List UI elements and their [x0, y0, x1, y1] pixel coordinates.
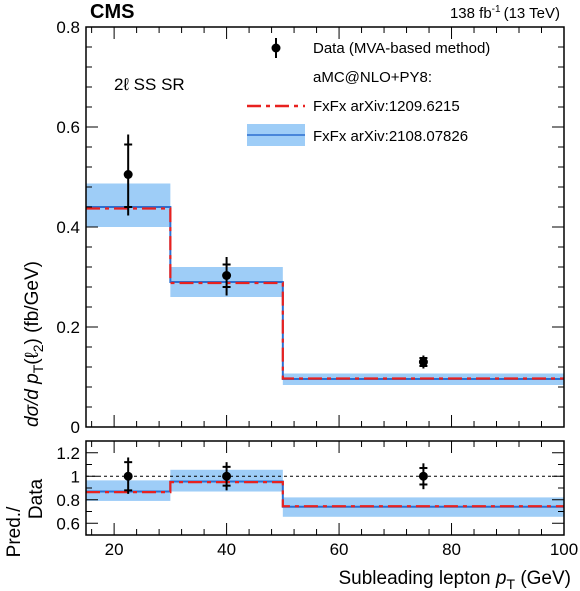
ratio-x-tick-label: 20 [105, 540, 124, 559]
ratio-x-tick-label: 100 [550, 540, 578, 559]
luminosity-label: 138 fb-1 (13 TeV) [450, 4, 560, 22]
ratio-x-tick-label: 40 [217, 540, 236, 559]
ratio-data-point-2 [418, 471, 428, 481]
ratio-y-tick-label: 0.8 [56, 491, 80, 510]
ratio-data-point-1 [222, 471, 232, 481]
ratio-x-tick-label: 60 [330, 540, 349, 559]
main-series-fxfx-new [86, 206, 564, 380]
main-data-point-1 [222, 271, 232, 280]
main-y-tick-label: 0.2 [56, 318, 80, 337]
main-y-tick-label: 0.4 [56, 218, 80, 237]
y-title-close: ) [22, 338, 43, 344]
ratio-panel: 0.6 0.8 1 1.2 20 40 60 80 100 [56, 440, 578, 559]
main-y-tick-label: 0.6 [56, 118, 80, 137]
lumi-energy: (13 TeV) [504, 5, 560, 22]
legend-fxfx-old-label: FxFx arXiv:1209.6215 [313, 98, 460, 115]
y-title-argsub: 2 [30, 344, 46, 352]
x-title-main: Subleading lepton [338, 568, 495, 589]
region-label: 2ℓ SS SR [114, 75, 185, 94]
legend-generator-label: aMC@NLO+PY8: [313, 69, 432, 86]
legend: Data (MVA-based method) aMC@NLO+PY8: FxF… [247, 38, 490, 146]
ratio-y-tick-label: 0.6 [56, 514, 80, 533]
ratio-y-title-line1: Pred./ [4, 506, 25, 557]
lumi-exponent: -1 [492, 4, 501, 15]
legend-data-marker [271, 43, 281, 53]
x-title-var: p [495, 568, 507, 589]
main-panel: 0 0.2 0.4 0.6 0.8 [56, 18, 565, 437]
main-series-fxfx-old [86, 207, 564, 380]
main-data-point-2 [418, 357, 428, 367]
ratio-data-point-0 [123, 471, 133, 481]
ratio-y-tick-label: 1 [71, 467, 80, 486]
ratio-y-title-line2: Data [26, 479, 47, 520]
ratio-y-tick-label: 1.2 [56, 444, 80, 463]
main-data-point-0 [123, 170, 133, 179]
x-axis-title: Subleading lepton pT (GeV) [338, 568, 571, 591]
ratio-x-tick-label: 80 [442, 540, 461, 559]
y-title-arg: (ℓ [22, 352, 43, 364]
x-title-unit: (GeV) [515, 568, 571, 589]
y-title-unit: (fb/GeV) [22, 261, 43, 338]
y-axis-title: dσ/d pT(ℓ2) (fb/GeV) [22, 261, 46, 427]
main-y-tick-label: 0 [71, 418, 80, 437]
x-title-sub: T [506, 576, 515, 591]
y-title-sub: T [30, 364, 46, 373]
y-title-main: dσ/d p [22, 373, 43, 427]
experiment-label: CMS [90, 1, 134, 23]
legend-data-label: Data (MVA-based method) [313, 40, 490, 57]
main-y-tick-label: 0.8 [56, 18, 80, 37]
legend-fxfx-new-label: FxFx arXiv:2108.07826 [313, 128, 468, 145]
lumi-value: 138 fb [450, 5, 492, 22]
